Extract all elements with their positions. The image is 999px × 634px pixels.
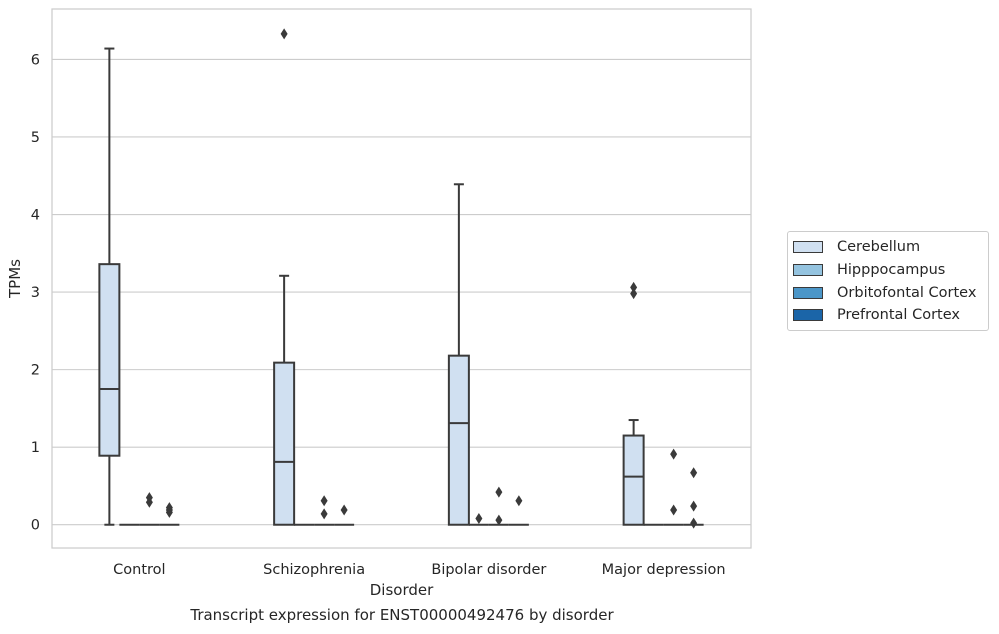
x-tick-label: Bipolar disorder bbox=[431, 562, 546, 578]
box bbox=[508, 495, 529, 526]
legend-item: Prefrontal Cortex bbox=[788, 304, 988, 327]
box bbox=[159, 502, 180, 526]
legend-item: Orbitofontal Cortex bbox=[788, 281, 988, 304]
y-axis-label: TPMs bbox=[6, 259, 24, 299]
legend-label: Hipppocampus bbox=[837, 262, 946, 279]
flier-point bbox=[515, 495, 523, 507]
y-tick-label: 6 bbox=[31, 52, 40, 68]
y-tick-label: 1 bbox=[31, 440, 40, 456]
y-tick-label: 3 bbox=[31, 285, 40, 301]
box bbox=[98, 47, 121, 526]
chart-caption: Transcript expression for ENST0000049247… bbox=[190, 606, 614, 624]
box bbox=[314, 495, 335, 526]
flier-point bbox=[320, 495, 328, 507]
legend-swatch-cerebellum bbox=[793, 241, 823, 254]
x-tick-label: Schizophrenia bbox=[263, 562, 365, 578]
box-body bbox=[273, 361, 296, 526]
box-marks bbox=[98, 28, 704, 529]
flier-point bbox=[165, 506, 173, 518]
x-axis-label: Disorder bbox=[370, 581, 434, 599]
plot-area bbox=[52, 9, 751, 548]
flier-point bbox=[495, 486, 503, 498]
box-body bbox=[447, 354, 470, 526]
box-body bbox=[98, 263, 121, 457]
flier-point bbox=[690, 467, 698, 479]
box bbox=[447, 183, 470, 526]
y-tick-label: 5 bbox=[31, 130, 40, 146]
legend: Cerebellum Hipppocampus Orbitofontal Cor… bbox=[787, 231, 989, 331]
flier-point bbox=[630, 288, 638, 300]
legend-label: Orbitofontal Cortex bbox=[837, 284, 977, 301]
legend-swatch-hippocampus bbox=[793, 264, 823, 277]
legend-item: Cerebellum bbox=[788, 236, 988, 259]
flier-point bbox=[495, 514, 503, 526]
box bbox=[488, 486, 509, 526]
flier-point bbox=[690, 517, 698, 529]
box bbox=[139, 492, 160, 526]
y-tick-label: 0 bbox=[31, 518, 40, 534]
box bbox=[622, 281, 645, 526]
flier-point bbox=[340, 504, 348, 516]
legend-swatch-prefrontal bbox=[793, 309, 823, 322]
legend-label: Prefrontal Cortex bbox=[837, 307, 960, 324]
legend-item: Hipppocampus bbox=[788, 259, 988, 282]
x-tick-label: Major depression bbox=[602, 562, 726, 578]
box bbox=[334, 504, 355, 526]
flier-point bbox=[475, 513, 483, 525]
flier-point bbox=[670, 504, 678, 516]
y-tick-labels: 0 1 2 3 4 5 6 bbox=[31, 52, 40, 533]
x-tick-labels: Control Schizophrenia Bipolar disorder Majo… bbox=[113, 562, 725, 578]
y-tick-label: 4 bbox=[31, 208, 40, 224]
flier-point bbox=[690, 500, 698, 512]
box-body bbox=[622, 434, 645, 526]
x-tick-label: Control bbox=[113, 562, 165, 578]
flier-point bbox=[280, 28, 288, 40]
y-tick-label: 2 bbox=[31, 363, 40, 379]
legend-label: Cerebellum bbox=[837, 239, 921, 256]
box bbox=[663, 448, 684, 526]
flier-point bbox=[630, 281, 638, 293]
flier-point bbox=[670, 448, 678, 460]
box bbox=[273, 28, 296, 526]
flier-point bbox=[320, 508, 328, 520]
box bbox=[683, 467, 704, 529]
plot-frame bbox=[51, 8, 752, 549]
flier-point bbox=[145, 496, 153, 508]
box bbox=[468, 513, 489, 526]
legend-swatch-orbitofrontal bbox=[793, 286, 823, 299]
